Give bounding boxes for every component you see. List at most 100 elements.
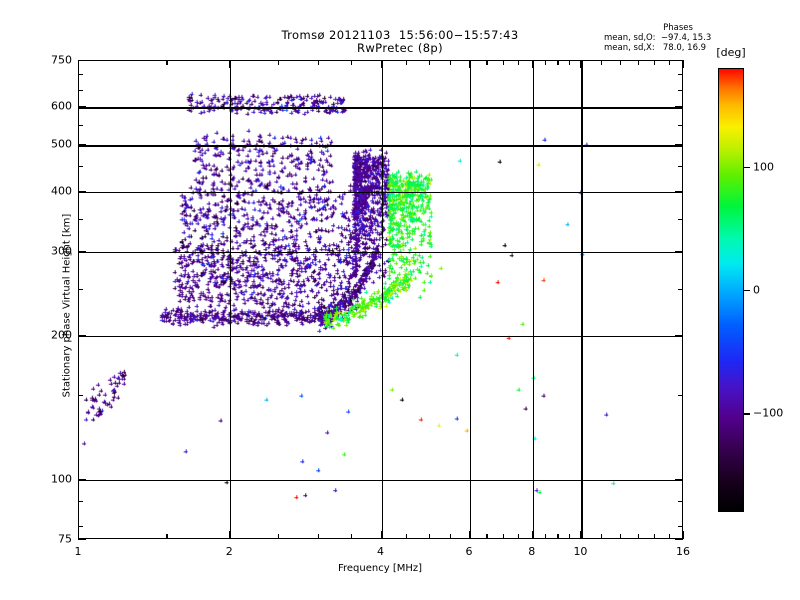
plot-subtitle: RwPretec (8p) — [356, 41, 444, 55]
x-axis-tick — [531, 531, 534, 539]
x-axis-tick-label: 1 — [74, 545, 82, 558]
x-axis-minor-tick-top — [569, 60, 571, 65]
y-axis-tick — [78, 106, 86, 108]
x-axis-minor-tick — [406, 534, 408, 539]
x-axis-minor-tick-top — [429, 60, 431, 65]
x-axis-minor-tick-top — [517, 60, 519, 65]
x-axis-tick-label: 6 — [465, 545, 473, 558]
y-axis-tick — [78, 190, 86, 193]
y-axis-minor-tick — [78, 166, 83, 168]
colorbar-tick-label: 100 — [753, 160, 774, 174]
plot-title-line1: Tromsø 20121103 15:56:00−15:57:43 — [281, 28, 519, 42]
x-axis-minor-tick-top — [502, 60, 504, 65]
gridline-vertical — [469, 61, 472, 538]
gridline-vertical — [581, 61, 583, 538]
gridline-horizontal — [79, 145, 682, 147]
y-axis-tick — [78, 479, 86, 481]
gridline-horizontal — [79, 335, 682, 338]
gridline-horizontal — [79, 107, 682, 109]
phase-stats-o-mode: mean, sd,O: −97.4, 15.3 — [604, 32, 712, 43]
y-axis-minor-tick — [78, 124, 83, 126]
y-axis-tick — [78, 334, 86, 337]
x-axis-minor-tick — [449, 534, 452, 539]
data-point-layer — [79, 61, 682, 538]
y-axis-tick-label: 75 — [58, 532, 72, 546]
x-axis-minor-tick — [620, 534, 622, 539]
x-axis-minor-tick — [351, 534, 353, 539]
y-axis-title: Stationary phase Virtual Height [km] — [61, 213, 73, 398]
y-axis-tick — [78, 250, 86, 252]
y-axis-tick-right — [675, 479, 683, 481]
gridline-horizontal — [79, 251, 682, 253]
x-axis-minor-tick — [544, 534, 547, 539]
y-axis-minor-tick-right — [678, 218, 683, 220]
x-axis-tick-label: 16 — [676, 545, 690, 558]
x-axis-tick-label: 2 — [225, 545, 233, 558]
x-axis-tick-top — [580, 60, 582, 68]
y-axis-tick-label: 300 — [51, 244, 72, 258]
colorbar-tick-label: 0 — [753, 283, 760, 297]
scatter-plot-area[interactable] — [78, 60, 683, 539]
y-axis-tick-label: 100 — [51, 472, 72, 486]
x-axis-minor-tick — [601, 534, 603, 539]
gridline-horizontal — [79, 480, 682, 482]
x-axis-tick-label: 4 — [377, 545, 384, 558]
y-axis-minor-tick-right — [678, 501, 683, 503]
y-axis-minor-tick — [78, 218, 83, 220]
y-axis-tick-right — [675, 539, 683, 541]
x-axis-minor-tick-top — [277, 60, 280, 65]
x-axis-minor-tick-top — [637, 60, 639, 65]
x-axis-minor-tick-top — [544, 60, 547, 65]
x-axis-minor-tick — [429, 534, 431, 539]
y-axis-minor-tick-right — [678, 124, 683, 126]
y-axis-minor-tick — [78, 525, 83, 527]
x-axis-tick-label: 8 — [528, 545, 536, 558]
y-axis-tick-label: 200 — [51, 328, 72, 342]
x-axis-title: Frequency [MHz] — [337, 563, 423, 574]
y-axis-minor-tick-right — [678, 394, 683, 396]
x-axis-tick-top — [683, 60, 685, 68]
y-axis-minor-tick-right — [678, 288, 683, 290]
x-axis-minor-tick-top — [601, 60, 603, 65]
phase-statistics-block: Phases mean, sd,O: −97.4, 15.3 mean, sd,… — [604, 23, 784, 53]
x-axis-tick-top — [468, 60, 471, 68]
colorbar-tick — [744, 166, 750, 168]
x-axis-minor-tick-top — [317, 60, 319, 65]
gridline-vertical — [532, 61, 534, 538]
x-axis-minor-tick — [277, 534, 280, 539]
y-axis-minor-tick — [78, 394, 83, 396]
y-axis-tick-label: 600 — [51, 99, 72, 113]
y-axis-tick-label: 500 — [51, 137, 72, 151]
y-axis-tick-right — [675, 144, 683, 146]
x-axis-minor-tick — [569, 534, 571, 539]
x-axis-minor-tick — [502, 534, 504, 539]
y-axis-minor-tick-right — [678, 89, 683, 91]
y-axis-tick — [78, 539, 86, 541]
y-axis-minor-tick-right — [678, 525, 683, 527]
x-axis-minor-tick-top — [166, 60, 168, 65]
y-axis-tick-right — [675, 250, 683, 252]
x-axis-minor-tick-top — [653, 60, 655, 65]
y-axis-minor-tick — [78, 74, 83, 76]
x-axis-minor-tick-top — [449, 60, 452, 65]
x-axis-minor-tick — [637, 534, 639, 539]
colorbar-tick — [744, 413, 750, 415]
x-axis-tick — [683, 531, 685, 539]
gridline-horizontal — [79, 191, 682, 193]
x-axis-minor-tick-top — [486, 60, 488, 65]
x-axis-minor-tick — [486, 534, 488, 539]
y-axis-minor-tick — [78, 89, 83, 91]
y-axis-tick-label: 750 — [51, 53, 72, 67]
x-axis-tick — [78, 531, 80, 539]
colorbar-tick-label: −100 — [753, 406, 784, 420]
colorbar — [718, 68, 744, 512]
x-axis-tick-top — [78, 60, 80, 68]
y-axis-minor-tick-right — [678, 74, 683, 76]
x-axis-tick — [380, 531, 382, 539]
x-axis-minor-tick — [317, 534, 319, 539]
x-axis-minor-tick-top — [351, 60, 353, 65]
y-axis-minor-tick-right — [678, 166, 683, 168]
x-axis-minor-tick — [668, 534, 670, 539]
x-axis-minor-tick-top — [557, 60, 559, 65]
y-axis-tick — [78, 60, 86, 62]
